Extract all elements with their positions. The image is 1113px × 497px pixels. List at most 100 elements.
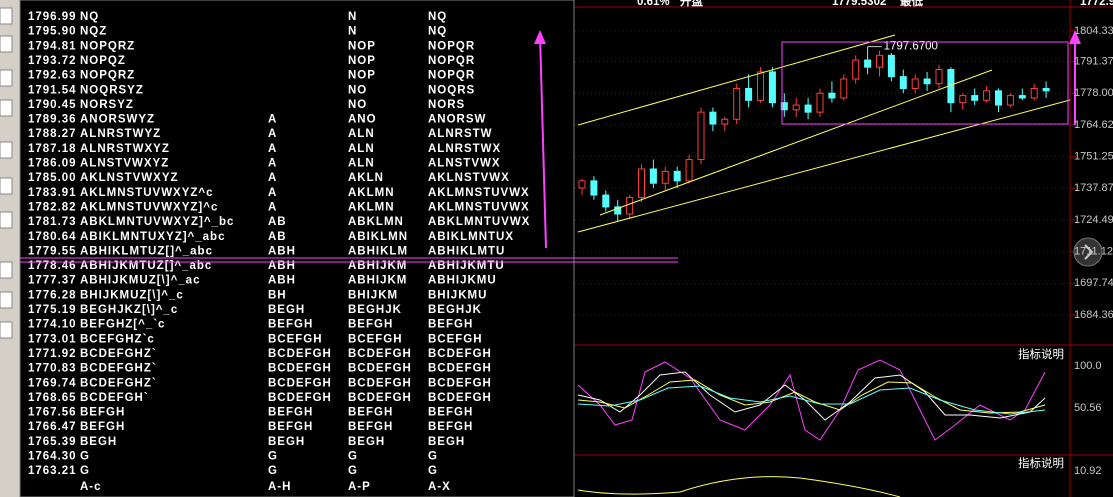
range-box	[781, 41, 1069, 125]
y-tick-label: 1778.00	[1074, 87, 1113, 99]
letters-cell: BCDEFGHZ`	[80, 348, 157, 360]
arrow-head	[534, 30, 546, 44]
price-cell: 1787.18	[28, 143, 77, 155]
price-cell: 1781.73	[28, 216, 77, 228]
letters-cell: AB	[268, 231, 287, 243]
letters-cell: ALNSTVWXYZ	[80, 158, 169, 170]
letters-cell: NOPQR	[428, 70, 475, 82]
letters-cell: BCDEFGH	[268, 348, 332, 360]
letters-cell: ABH	[268, 260, 296, 272]
y-tick-label: 1804.33	[1074, 25, 1113, 37]
candle-body	[876, 54, 883, 68]
footer-label: A-P	[348, 481, 371, 493]
side-button[interactable]	[0, 291, 13, 309]
letters-cell: G	[348, 451, 358, 463]
candle-body	[757, 71, 764, 101]
footer-label: A-c	[80, 481, 102, 493]
letters-cell: BEFGH	[80, 407, 125, 419]
top-bar-text: 0.61%	[637, 0, 670, 8]
side-button[interactable]	[0, 261, 13, 279]
candle-body	[971, 95, 979, 101]
letters-cell: AKLNSTVWXYZ	[80, 172, 179, 184]
letters-cell: A	[268, 114, 277, 126]
top-bar-text: 1772.908	[1080, 0, 1113, 8]
candle-body	[935, 69, 943, 85]
side-button[interactable]	[0, 141, 13, 159]
candle-body	[887, 54, 895, 78]
indicator-label[interactable]: 指标说明	[1018, 347, 1064, 361]
letters-cell: BCDEFGH	[348, 348, 412, 360]
price-cell: 1763.21	[28, 465, 77, 477]
letters-cell: AB	[268, 216, 287, 228]
side-button[interactable]	[0, 69, 13, 87]
candle-body	[852, 59, 860, 80]
side-button[interactable]	[0, 35, 13, 53]
letters-cell: A	[268, 128, 277, 140]
letters-cell: G	[428, 451, 438, 463]
scroll-icon	[1084, 244, 1094, 260]
top-bar-text: 1779.5302	[832, 0, 886, 8]
letters-cell: BCDEFGHZ`	[80, 363, 157, 375]
letters-cell: NOPQR	[428, 55, 475, 67]
candle-body	[1030, 87, 1038, 99]
letters-cell: BCDEFGH	[428, 363, 492, 375]
candle-body	[733, 87, 741, 120]
letters-cell: NO	[348, 99, 367, 111]
letters-cell: NQ	[428, 26, 447, 38]
letters-cell: ABH	[268, 275, 296, 287]
side-button[interactable]	[0, 7, 13, 25]
letters-cell: AKLMNSTUVWX	[428, 201, 530, 213]
letters-cell: ABKLMNTUVWXYZ]^_bc	[80, 216, 234, 228]
letters-cell: ABHIKLMTUZ[]^_abc	[80, 245, 213, 257]
price-cell: 1779.55	[28, 245, 77, 257]
side-button[interactable]	[0, 321, 13, 339]
side-buttons	[0, 7, 13, 339]
letters-cell: NOQRS	[428, 84, 475, 96]
arrow-head	[1069, 30, 1081, 44]
letters-cell: ABKLMN	[348, 216, 404, 228]
letters-cell: BEGHJK	[428, 304, 482, 316]
letters-cell: BCDEFGH	[428, 377, 492, 389]
indicator-label[interactable]: 指标说明	[1018, 456, 1064, 470]
letters-cell: BCDEFGH	[268, 377, 332, 389]
candle-body	[685, 159, 693, 182]
letters-cell: BEFGH	[348, 319, 393, 331]
candle-body	[816, 92, 824, 113]
letters-cell: BCEFGH	[268, 333, 323, 345]
letters-cell: ALNRSTW	[428, 128, 493, 140]
price-cell: 1792.63	[28, 70, 77, 82]
indicator-tick: 50.56	[1074, 402, 1102, 414]
y-tick-label: 1764.62	[1074, 119, 1113, 131]
price-cell: 1765.39	[28, 436, 77, 448]
side-button[interactable]	[0, 177, 13, 195]
price-cell: 1786.09	[28, 158, 77, 170]
letters-cell: NOPQR	[428, 40, 475, 52]
letters-cell: BCEFGH	[428, 333, 483, 345]
letters-cell: G	[268, 465, 278, 477]
letters-cell: BCEFGH	[348, 333, 403, 345]
candle-body	[864, 59, 872, 68]
price-cell: 1788.27	[28, 128, 77, 140]
candle-body	[1042, 87, 1050, 92]
candle-body	[709, 111, 717, 125]
letters-cell: ALN	[348, 158, 375, 170]
letters-cell: BHIJKM	[348, 289, 398, 301]
letters-cell: A	[268, 172, 277, 184]
scroll-button[interactable]	[1073, 237, 1103, 267]
letters-cell: ALN	[348, 128, 375, 140]
price-cell: 1796.99	[28, 11, 77, 23]
price-cell: 1780.64	[28, 231, 77, 243]
candle-body	[840, 78, 848, 99]
price-cell: 1767.56	[28, 407, 77, 419]
side-button[interactable]	[0, 211, 13, 229]
letters-cell: ABIKLMN	[348, 231, 408, 243]
letters-cell: BCDEFGH	[348, 377, 412, 389]
letters-cell: A	[268, 201, 277, 213]
letters-cell: NQ	[80, 11, 99, 23]
top-bar-text: 开盘	[680, 0, 703, 8]
price-chart: 1797.6700	[575, 0, 1113, 497]
letters-cell: ALN	[348, 143, 375, 155]
side-button[interactable]	[0, 99, 13, 117]
letters-cell: BEGH	[268, 304, 305, 316]
